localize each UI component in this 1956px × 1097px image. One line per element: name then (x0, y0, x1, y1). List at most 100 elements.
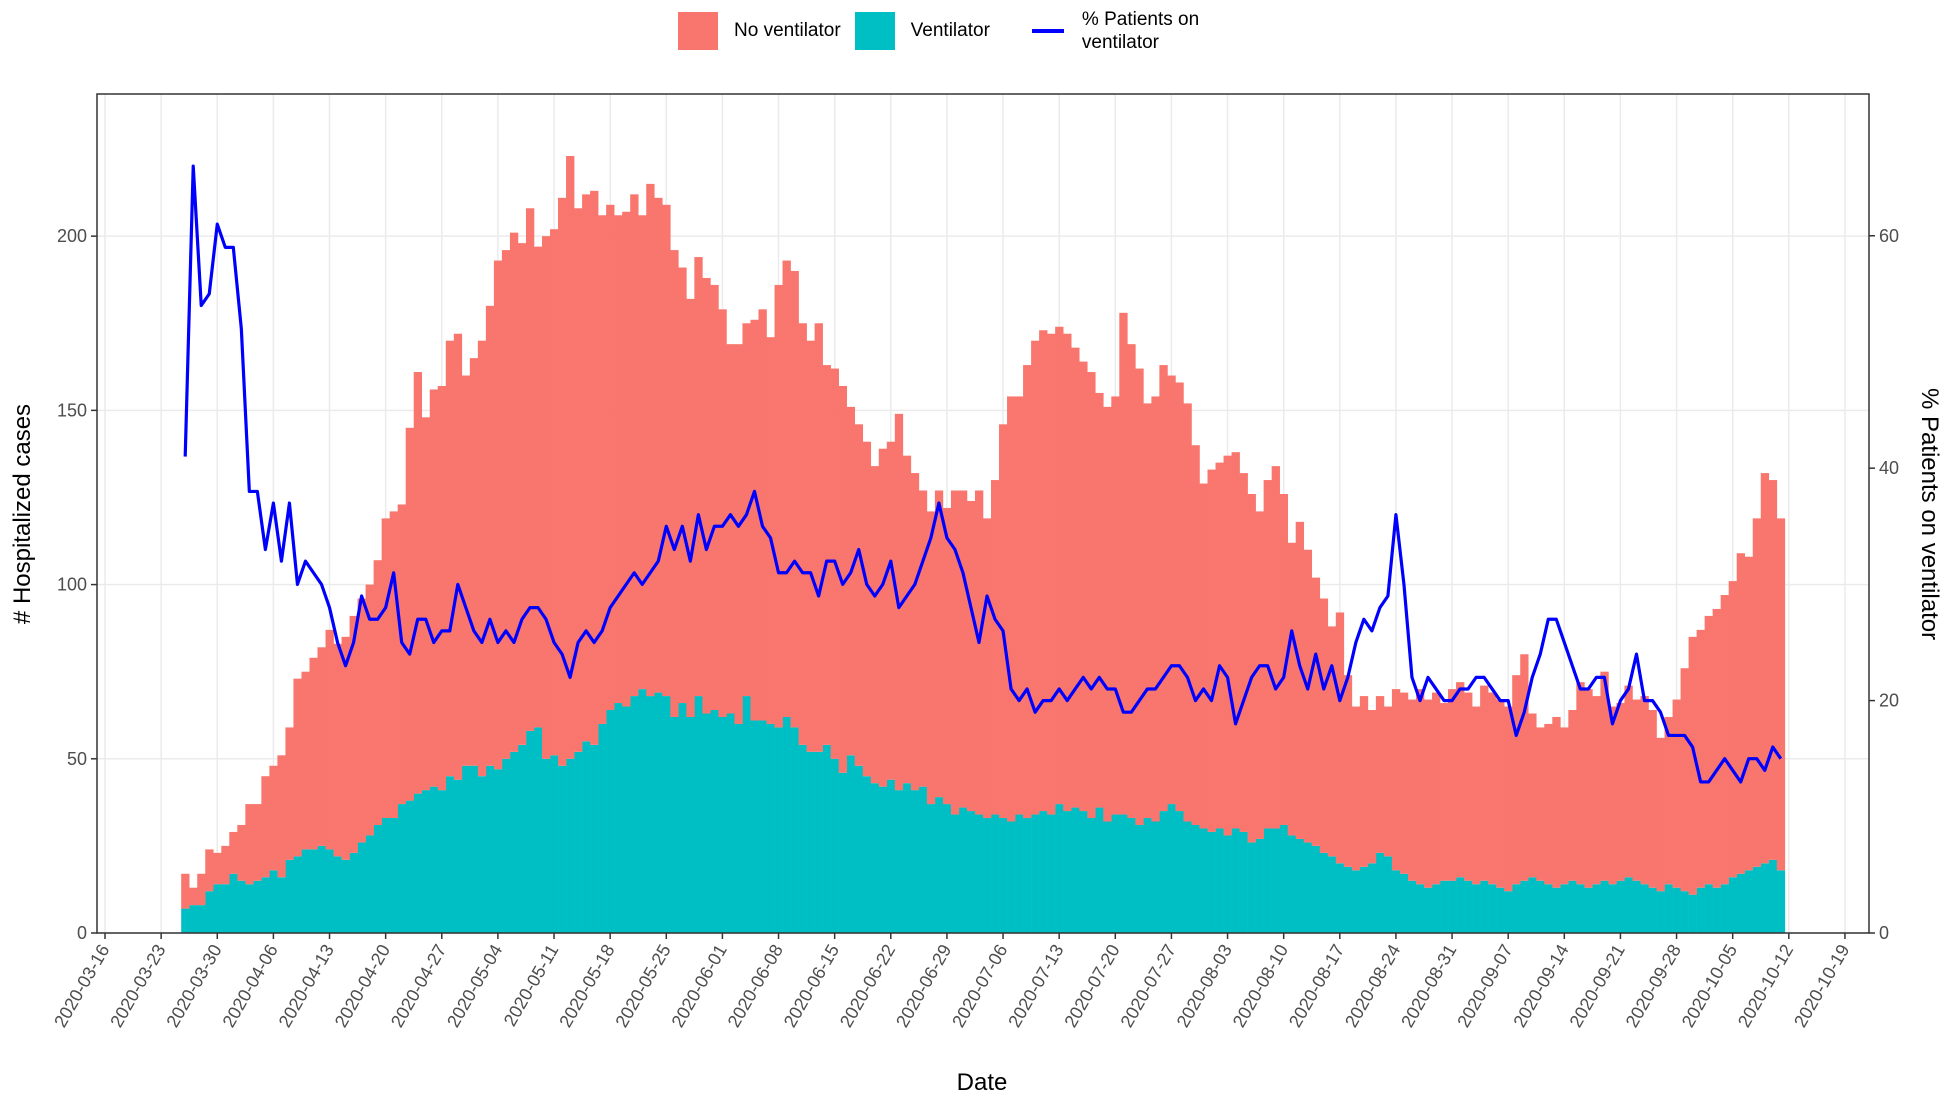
bar-segment (269, 870, 278, 933)
bar-segment (1079, 811, 1088, 933)
bar-segment (1007, 821, 1016, 933)
bar-segment (477, 776, 487, 933)
bar-segment (1095, 392, 1104, 808)
x-tick-label: 2020-03-16 (50, 941, 113, 1031)
bar-segment (1496, 887, 1505, 933)
bar-segment (1664, 884, 1673, 933)
x-tick-label: 2020-05-25 (611, 941, 674, 1031)
legend-label: % Patients on ventilator (1081, 9, 1200, 53)
bar-segment (1656, 891, 1665, 933)
bar-segment (910, 473, 920, 791)
bar-segment (197, 873, 206, 906)
x-tick-label: 2020-09-14 (1509, 941, 1572, 1031)
bar-segment (1127, 344, 1136, 819)
bar-segment (405, 800, 415, 933)
bar-segment (453, 333, 463, 780)
bar-segment (181, 908, 190, 933)
bar-segment (533, 246, 543, 728)
bar-segment (1183, 821, 1192, 933)
legend-swatch (678, 12, 718, 50)
bar-segment (1111, 396, 1120, 815)
bar-segment (1728, 877, 1738, 933)
legend-item: Ventilator (854, 12, 990, 50)
bar-segment (1456, 682, 1465, 878)
bar-segment (550, 755, 559, 933)
bar-segment (1528, 877, 1537, 933)
bar-segment (413, 372, 423, 794)
bar-segment (1488, 692, 1497, 885)
legend-swatch (1031, 29, 1064, 33)
bar-segment (1712, 608, 1721, 888)
bar-segment (1063, 333, 1072, 812)
bar-segment (333, 643, 342, 857)
bar-segment (1648, 710, 1657, 888)
bar-segment (1143, 403, 1152, 819)
bar-segment (317, 845, 326, 933)
bar-segment (1415, 884, 1425, 933)
bar-segment (1608, 884, 1617, 933)
bar-segment (1255, 511, 1264, 839)
x-tick-label: 2020-10-19 (1790, 941, 1853, 1031)
bar-segment (1472, 884, 1481, 933)
bar-segment (806, 751, 815, 933)
bar-segment (373, 560, 382, 825)
bar-segment (1271, 466, 1280, 829)
bar-segment (1720, 884, 1729, 933)
bar-segment (1175, 382, 1184, 812)
bar-segment (1432, 884, 1441, 933)
bar-segment (854, 424, 864, 766)
bar-segment (341, 859, 350, 933)
bar-segment (1688, 636, 1697, 895)
bar-segment (373, 824, 382, 933)
bar-segment (269, 765, 278, 871)
bar-segment (1448, 880, 1457, 933)
bar-segment (381, 818, 390, 933)
bar-segment (662, 204, 671, 697)
y-tick-label: 200 (57, 226, 87, 246)
bar-segment (1071, 347, 1080, 808)
bar-segment (229, 831, 238, 874)
bar-segment (966, 500, 976, 812)
bar-segment (181, 873, 190, 909)
bar-segment (509, 232, 519, 752)
bar-segment (999, 818, 1008, 933)
bar-segment (1415, 689, 1425, 885)
bar-segment (846, 406, 856, 756)
bar-segment (1391, 689, 1401, 871)
bar-segment (1039, 330, 1048, 812)
bar-segment (558, 197, 567, 766)
x-tick-label: 2020-08-31 (1397, 941, 1460, 1031)
bar-segment (1568, 880, 1577, 933)
bar-segment (1359, 866, 1369, 933)
bar-segment (790, 727, 799, 933)
bar-segment (718, 309, 727, 717)
bar-segment (950, 814, 960, 933)
bar-segment (525, 208, 535, 731)
bar-segment (213, 852, 222, 885)
bar-segment (814, 323, 823, 752)
bar-segment (445, 776, 455, 933)
bar-segment (1055, 804, 1064, 933)
bar-segment (1263, 480, 1272, 829)
bar-segment (814, 751, 823, 933)
bar-segment (1367, 863, 1377, 933)
bar-segment (790, 270, 799, 728)
bar-segment (1680, 668, 1689, 892)
bar-segment (189, 887, 198, 906)
bar-segment (983, 818, 992, 933)
bar-segment (1712, 887, 1721, 933)
bar-segment (1375, 696, 1385, 853)
bar-segment (1247, 842, 1256, 933)
x-tick-label: 2020-10-05 (1678, 941, 1741, 1031)
bar-segment (1111, 814, 1120, 933)
bar-segment (1456, 877, 1465, 933)
bar-segment (429, 786, 439, 933)
bar-segment (1704, 615, 1713, 885)
bar-segment (349, 852, 358, 933)
bar-segment (1015, 814, 1024, 933)
bar-segment (381, 518, 390, 819)
x-tick-label: 2020-06-22 (836, 941, 899, 1031)
x-tick-label: 2020-06-15 (780, 941, 843, 1031)
bar-segment (1592, 884, 1601, 933)
